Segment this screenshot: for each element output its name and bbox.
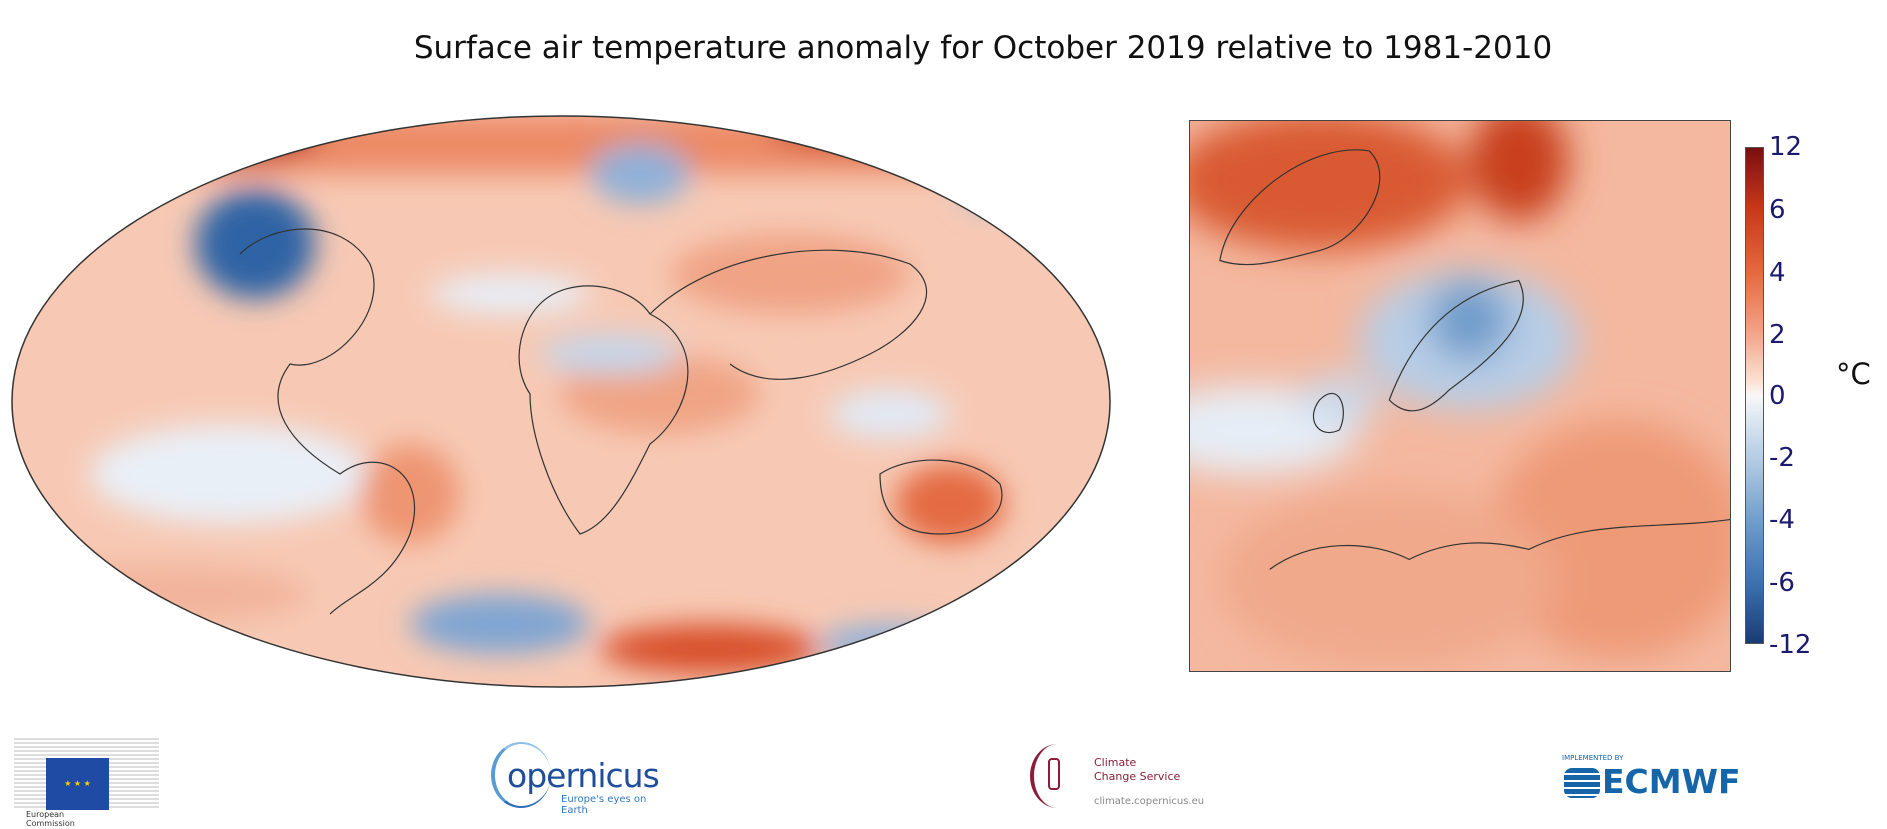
c3s-arc-icon [1030,744,1085,808]
eu-flag-icon: ★ ★ ★ [46,758,109,810]
ec-label-line1: European [26,810,65,819]
colorbar-tick: -2 [1769,443,1795,473]
copernicus-tagline: Europe's eyes on Earth [561,794,647,816]
ecmwf-name: ECMWF [1602,762,1741,801]
ecmwf-wave-icon [1564,768,1600,798]
colorbar-tick: -12 [1769,630,1812,660]
colorbar-tick: -4 [1769,505,1795,535]
copernicus-logo: opernicus Europe's eyes on Earth [491,742,671,816]
colorbar-unit: °C [1836,357,1871,391]
c3s-label-line1: Climate [1094,756,1137,769]
colorbar [1745,147,1764,644]
colorbar-tick: -6 [1769,568,1795,598]
thermometer-icon [1048,758,1060,790]
map-title: Surface air temperature anomaly for Octo… [413,30,1553,66]
c3s-label-line2: Change Service [1094,770,1181,783]
climate-change-service-logo: Climate Change Service climate.copernicu… [1030,744,1220,814]
copernicus-arc-icon [491,742,551,808]
colorbar-tick: 2 [1769,320,1786,350]
coastlines [1219,149,1730,570]
colorbar-tick: 4 [1769,258,1786,288]
world-anomaly-map [11,115,1111,688]
europe-anomaly-map [1189,120,1731,672]
ec-label-line2: Commission [26,819,75,828]
ecmwf-implemented-by: IMPLEMENTED BY [1562,754,1624,762]
colorbar-tick: 12 [1769,132,1803,162]
colorbar-tick: 0 [1769,381,1786,411]
c3s-url: climate.copernicus.eu [1094,796,1205,807]
copernicus-name: opernicus [507,756,660,795]
european-commission-logo: ★ ★ ★ European Commission [14,728,164,828]
colorbar-tick: 6 [1769,195,1786,225]
ecmwf-logo: IMPLEMENTED BY ECMWF [1562,754,1752,804]
coastlines [239,228,1003,615]
